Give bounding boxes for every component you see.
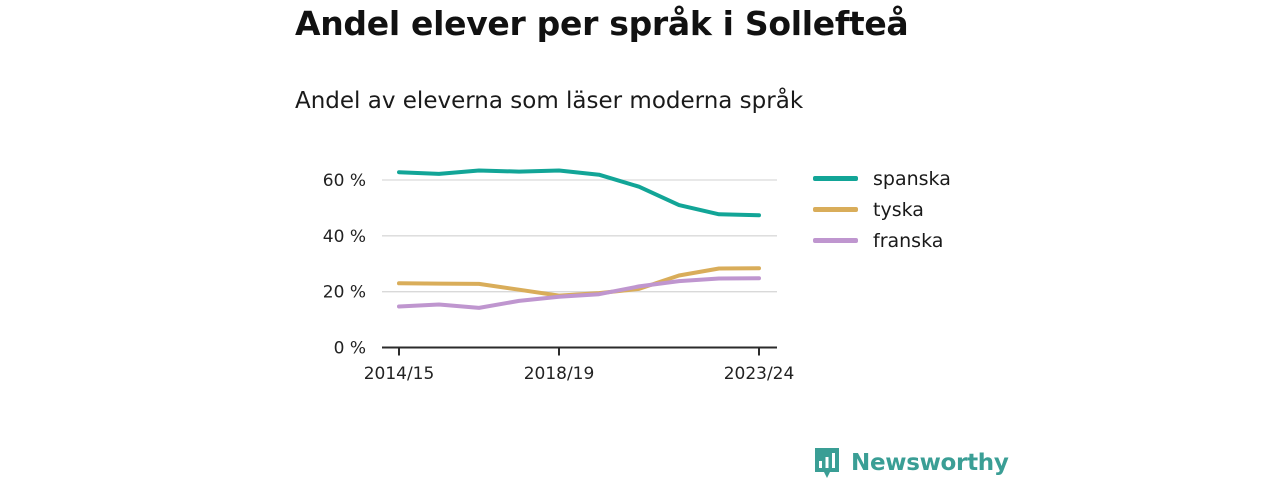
x-tick-label: 2014/15 [364,364,435,384]
y-tick-label: 0 % [334,339,366,359]
legend-item-franska: franska [813,225,951,256]
newsworthy-brand[interactable]: Newsworthy [813,446,1009,480]
legend-item-tyska: tyska [813,194,951,225]
y-tick-label: 60 % [323,171,366,191]
x-tick-label: 2018/19 [524,364,595,384]
series-line-spanska [397,168,761,218]
legend-swatch-franska [813,238,858,243]
grid-lines [382,179,777,293]
series-line-franska [397,276,761,310]
legend-item-spanska: spanska [813,163,951,194]
x-axis: 2014/15 2018/19 2023/24 [364,346,795,384]
legend-swatch-tyska [813,207,858,212]
legend-label-spanska: spanska [873,167,951,190]
x-tick-label: 2023/24 [724,364,795,384]
brand-name: Newsworthy [851,450,1009,476]
y-axis-tick-labels: 0 % 20 % 40 % 60 % [323,171,366,359]
legend-label-franska: franska [873,229,944,252]
legend: spanska tyska franska [813,163,951,256]
y-tick-label: 20 % [323,283,366,303]
newsworthy-bar-chart-icon [815,448,839,478]
chart-title: Andel elever per språk i Sollefteå [295,4,909,43]
legend-swatch-spanska [813,176,858,181]
chart-subtitle: Andel av eleverna som läser moderna språ… [295,88,804,114]
y-tick-label: 40 % [323,227,366,247]
series-lines [397,168,761,310]
legend-label-tyska: tyska [873,198,924,221]
